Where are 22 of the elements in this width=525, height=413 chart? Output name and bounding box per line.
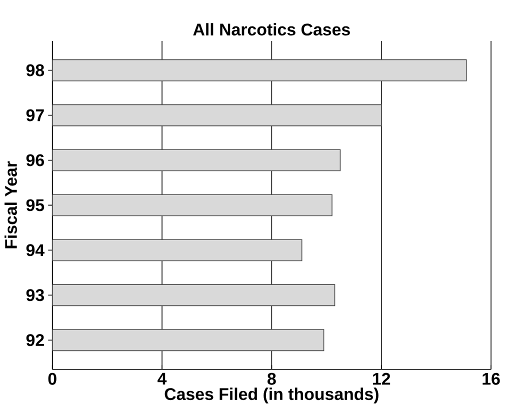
y-tick-label: 98 bbox=[26, 64, 44, 76]
y-axis-title: Fiscal Year bbox=[4, 161, 17, 248]
y-tick-label: 94 bbox=[26, 244, 45, 256]
x-tick-label: 0 bbox=[48, 372, 56, 385]
y-tick-label: 96 bbox=[26, 154, 44, 166]
bar bbox=[52, 239, 302, 262]
y-tick-label: 92 bbox=[26, 334, 44, 346]
bar bbox=[52, 194, 332, 216]
bar bbox=[52, 104, 382, 126]
y-tick-label: 93 bbox=[26, 289, 44, 302]
y-tick-label: 97 bbox=[26, 109, 44, 122]
x-axis-title: Cases Filed (in thousands) bbox=[164, 388, 378, 404]
x-tick-label: 4 bbox=[158, 372, 167, 384]
bar bbox=[52, 149, 341, 172]
y-tick-label: 95 bbox=[26, 199, 44, 212]
x-tick-label: 16 bbox=[482, 372, 500, 385]
x-tick-label: 8 bbox=[268, 372, 276, 385]
bar bbox=[52, 284, 336, 306]
x-tick-label: 12 bbox=[373, 372, 390, 385]
bar bbox=[52, 59, 467, 82]
chart-title: All Narcotics Cases bbox=[193, 23, 350, 36]
bar bbox=[52, 329, 324, 351]
